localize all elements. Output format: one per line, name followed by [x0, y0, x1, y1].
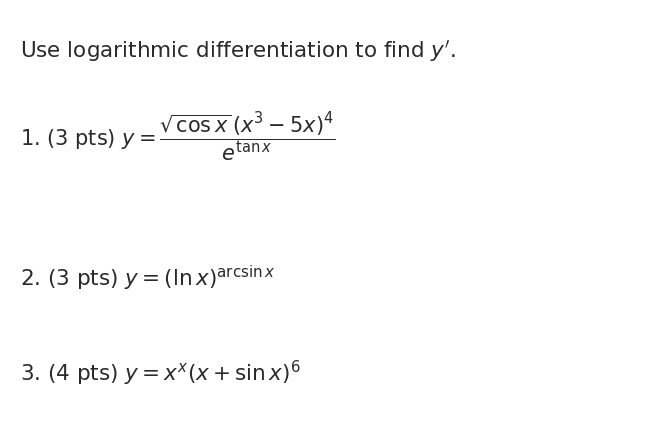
Text: 1. (3 pts) $y = \dfrac{\sqrt{\cos x}\,(x^3-5x)^4}{e^{\tan x}}$: 1. (3 pts) $y = \dfrac{\sqrt{\cos x}\,(x… — [20, 111, 335, 164]
Text: Use logarithmic differentiation to find $y'$.: Use logarithmic differentiation to find … — [20, 39, 455, 64]
Text: 3. (4 pts) $y = x^x(x + \sin x)^6$: 3. (4 pts) $y = x^x(x + \sin x)^6$ — [20, 359, 301, 388]
Text: 2. (3 pts) $y = (\ln x)^{\arcsin x}$: 2. (3 pts) $y = (\ln x)^{\arcsin x}$ — [20, 264, 275, 293]
